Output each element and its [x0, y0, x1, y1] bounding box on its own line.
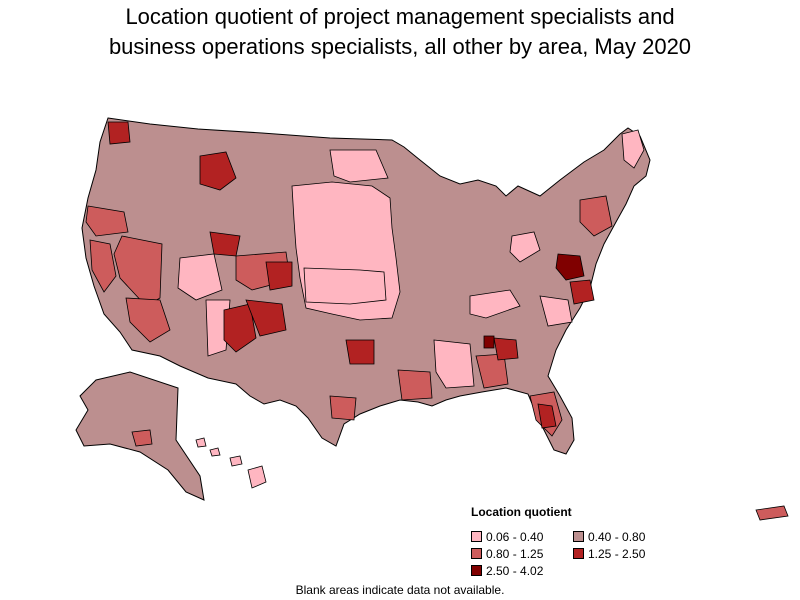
colorado-east-area [265, 261, 293, 291]
legend-item-low: 0.06 - 0.40 [471, 529, 573, 544]
carolina-area [539, 295, 573, 327]
texas-east-area [329, 395, 357, 421]
maine-area [621, 129, 645, 169]
idaho-montana-area [199, 151, 237, 191]
northeast-corridor-area [579, 195, 613, 237]
legend: Location quotient 0.06 - 0.40 0.40 - 0.8… [471, 505, 711, 578]
high-lq-regions [107, 121, 595, 429]
legend-label-midlow: 0.40 - 0.80 [588, 529, 646, 544]
legend-item-midlow: 0.40 - 0.80 [573, 529, 683, 544]
alabama-area [475, 353, 509, 389]
north-dakota-area [329, 149, 389, 183]
legend-title: Location quotient [471, 505, 572, 519]
kansas-area [303, 267, 387, 305]
california-coast-area [89, 239, 117, 293]
legend-label-low: 0.06 - 0.40 [486, 529, 544, 544]
legend-swatch-high [573, 548, 584, 559]
new-mexico-east-area [245, 299, 287, 337]
louisiana-area [397, 369, 433, 401]
hawaii-big-island [247, 465, 267, 489]
title-line-2: business operations specialists, all oth… [108, 34, 692, 59]
georgia-area [493, 337, 519, 361]
hawaii-maui [229, 455, 243, 467]
hawaii-oahu [209, 447, 221, 457]
title-line-1: Location quotient of project management … [125, 4, 675, 29]
legend-swatch-mid [471, 548, 482, 559]
oklahoma-area [345, 339, 375, 365]
oregon-area [85, 205, 129, 237]
top-lq-regions [483, 253, 585, 349]
legend-label-high: 1.25 - 2.50 [588, 546, 646, 561]
map-title: Location quotient of project management … [0, 2, 800, 62]
footnote: Blank areas indicate data not available. [295, 583, 505, 597]
puerto-rico-region [755, 505, 789, 521]
hawaii-region [195, 437, 267, 489]
kentucky-area [469, 289, 521, 319]
maryland-dc-area [555, 253, 585, 281]
alabama-huntsville-area [483, 335, 495, 349]
washington-area [107, 121, 131, 145]
hawaii-kauai [195, 437, 207, 448]
florida-south-area [537, 403, 557, 429]
wyoming-area [209, 231, 241, 257]
legend-item-mid: 0.80 - 1.25 [471, 546, 573, 561]
legend-item-top: 2.50 - 4.02 [471, 563, 573, 578]
utah-area [177, 253, 223, 301]
legend-grid: 0.06 - 0.40 0.40 - 0.80 0.80 - 1.25 1.25… [471, 529, 711, 578]
legend-swatch-midlow [573, 531, 584, 542]
arizona-area [125, 297, 171, 343]
legend-swatch-top [471, 565, 482, 576]
mississippi-area [433, 339, 475, 389]
virginia-area [569, 279, 595, 305]
ohio-area [509, 231, 541, 263]
legend-swatch-low [471, 531, 482, 542]
alaska-anchorage-area [131, 429, 153, 447]
legend-item-high: 1.25 - 2.50 [573, 546, 683, 561]
new-mexico-high-area [223, 303, 257, 353]
legend-label-mid: 0.80 - 1.25 [486, 546, 544, 561]
legend-label-top: 2.50 - 4.02 [486, 563, 544, 578]
